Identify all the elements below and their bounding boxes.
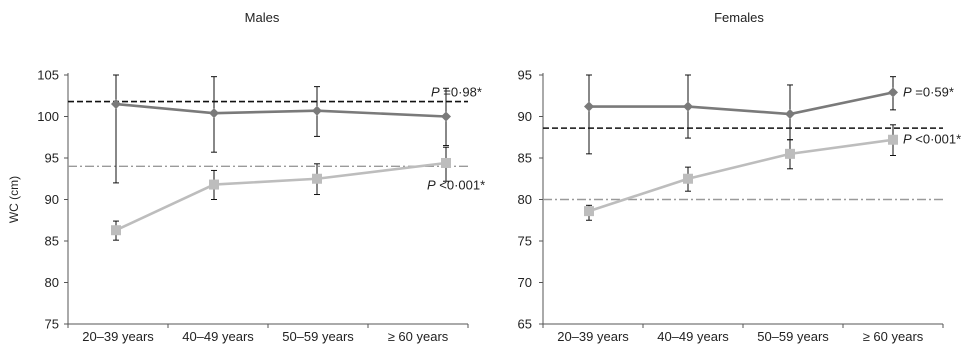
data-point-diamond xyxy=(785,109,795,120)
data-point-square xyxy=(584,206,594,217)
y-tick-label: 100 xyxy=(37,109,59,124)
p-value-annotation: P =0·59* xyxy=(903,84,954,99)
x-tick-label: 40–49 years xyxy=(657,329,729,344)
y-tick-label: 85 xyxy=(518,151,532,166)
data-point-square xyxy=(209,179,219,190)
data-point-diamond xyxy=(111,99,121,110)
data-point-square xyxy=(312,173,322,184)
series-line-diamond xyxy=(115,102,447,118)
y-tick-label: 105 xyxy=(37,68,59,83)
panel-title: Males xyxy=(245,10,280,25)
x-tick-label: 20–39 years xyxy=(82,329,154,344)
p-value-text: =0·59* xyxy=(912,84,954,99)
series-line-diamond xyxy=(589,91,894,116)
data-point-diamond xyxy=(312,105,322,116)
y-tick-label: 90 xyxy=(45,192,59,207)
y-tick-label: 85 xyxy=(45,234,59,249)
y-tick-label: 95 xyxy=(45,151,59,166)
p-value-text: =0·98* xyxy=(440,85,482,100)
p-symbol: P xyxy=(431,85,440,100)
y-tick-label: 75 xyxy=(518,234,532,249)
series-line-square xyxy=(588,138,894,213)
panel-females: Females 65 70 75 80 85 90 95 20–39 years 40–49 ye… xyxy=(518,10,962,344)
y-tick-label: 65 xyxy=(518,317,532,332)
data-point-diamond xyxy=(209,108,219,119)
data-point-square xyxy=(111,225,121,236)
data-point-diamond xyxy=(683,101,693,112)
x-tick-label: 50–59 years xyxy=(282,329,354,344)
y-tick-label: 75 xyxy=(45,317,59,332)
data-point-square xyxy=(683,173,693,184)
p-symbol: P xyxy=(903,84,912,99)
p-value-annotation: P <0·001* xyxy=(427,177,485,192)
p-symbol: P xyxy=(427,177,436,192)
data-point-square xyxy=(888,134,898,145)
p-value-text: <0·001* xyxy=(912,132,962,147)
data-point-diamond xyxy=(888,87,898,98)
x-tick-label: 20–39 years xyxy=(557,329,629,344)
y-tick-label: 80 xyxy=(518,192,532,207)
y-axis-title: WC (cm) xyxy=(7,176,21,223)
panel-males: Males 75 80 85 90 95 100 105 20–39 years 40–49 ye… xyxy=(7,10,485,344)
x-tick-label: ≥ 60 years xyxy=(863,329,924,344)
data-point-diamond xyxy=(441,111,451,122)
y-tick-label: 95 xyxy=(518,68,532,83)
panel-title: Females xyxy=(714,10,764,25)
p-value-text: <0·001* xyxy=(436,177,486,192)
y-tick-label: 90 xyxy=(518,109,532,124)
series-line-square xyxy=(115,161,447,232)
y-tick-label: 70 xyxy=(518,275,532,290)
x-tick-label: ≥ 60 years xyxy=(388,329,449,344)
data-point-square xyxy=(785,148,795,159)
p-symbol: P xyxy=(903,132,912,147)
x-tick-label: 40–49 years xyxy=(182,329,254,344)
data-point-square xyxy=(441,157,451,168)
y-tick-label: 80 xyxy=(45,275,59,290)
data-point-diamond xyxy=(584,101,594,112)
p-value-annotation: P <0·001* xyxy=(903,132,961,147)
x-tick-label: 50–59 years xyxy=(757,329,829,344)
p-value-annotation: P =0·98* xyxy=(431,85,482,100)
